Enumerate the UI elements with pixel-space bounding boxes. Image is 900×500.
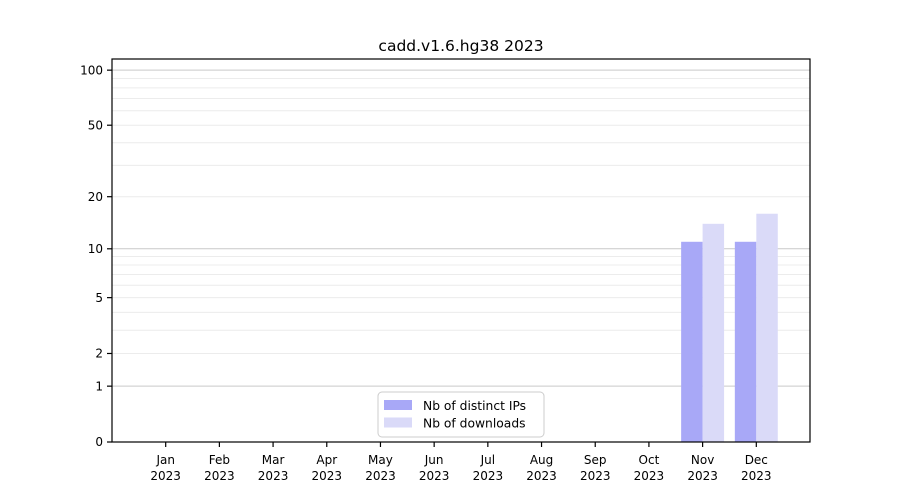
y-tick-label: 10 (88, 242, 103, 256)
x-tick-label-month: Sep (584, 453, 607, 467)
x-tick-label-month: Mar (262, 453, 285, 467)
y-tick-label: 1 (95, 379, 103, 393)
x-tick-label-year: 2023 (687, 469, 718, 483)
x-tick-label-month: Aug (530, 453, 553, 467)
legend-swatch-1 (384, 417, 412, 428)
x-tick-label-year: 2023 (365, 469, 396, 483)
x-tick-label-month: Dec (745, 453, 768, 467)
x-tick-label-month: May (368, 453, 393, 467)
x-tick-label-month: Apr (316, 453, 337, 467)
y-tick-label: 5 (95, 291, 103, 305)
bar-distinct-ips-dec (734, 241, 757, 442)
x-tick-label-year: 2023 (258, 469, 289, 483)
legend-swatch-0 (384, 400, 412, 410)
x-tick-label-month: Oct (639, 453, 660, 467)
x-tick-label-year: 2023 (204, 469, 235, 483)
x-tick-label-month: Jan (155, 453, 175, 467)
x-tick-label-year: 2023 (150, 469, 181, 483)
x-tick-label-month: Feb (209, 453, 230, 467)
legend-label-1: Nb of downloads (423, 417, 526, 431)
y-tick-label: 100 (80, 63, 103, 77)
x-tick-label-year: 2023 (580, 469, 611, 483)
plot-border (111, 58, 811, 443)
legend-label-0: Nb of distinct IPs (423, 399, 526, 413)
x-tick-label-year: 2023 (473, 469, 504, 483)
x-tick-label-year: 2023 (311, 469, 342, 483)
x-tick-label-year: 2023 (741, 469, 772, 483)
x-tick-label-month: Nov (691, 453, 714, 467)
chart-title: cadd.v1.6.hg38 2023 (378, 37, 543, 55)
legend-box (377, 391, 545, 438)
y-tick-label: 50 (88, 118, 103, 132)
x-tick-label-year: 2023 (526, 469, 557, 483)
bar-downloads-nov (702, 223, 725, 442)
x-tick-label-year: 2023 (419, 469, 450, 483)
y-tick-label: 0 (95, 435, 103, 449)
x-tick-label-year: 2023 (634, 469, 665, 483)
y-tick-label: 20 (88, 190, 103, 204)
x-tick-label-month: Jun (424, 453, 444, 467)
y-tick-label: 2 (95, 347, 103, 361)
bar-downloads-dec (756, 213, 778, 442)
bar-distinct-ips-nov (681, 241, 703, 442)
x-tick-label-month: Jul (480, 453, 495, 467)
